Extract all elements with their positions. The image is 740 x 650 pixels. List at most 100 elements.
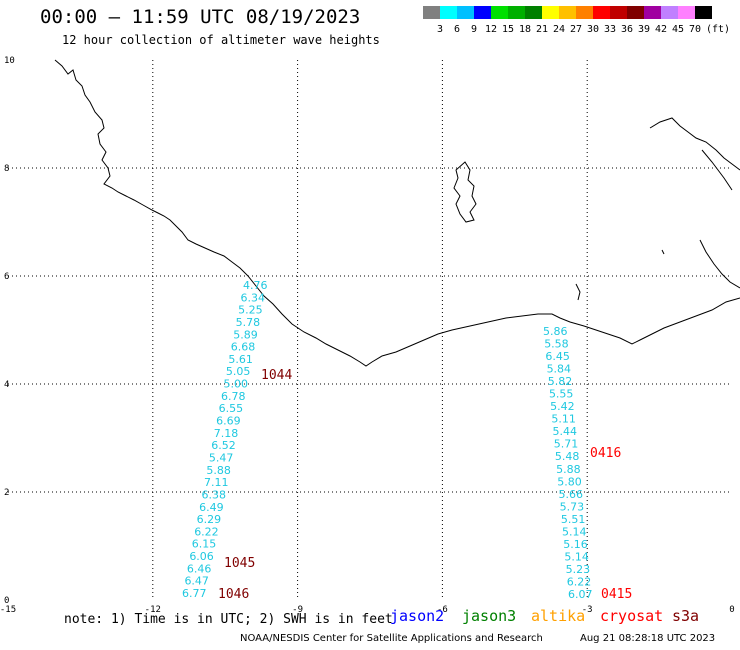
swh-value: 5.88	[206, 464, 231, 477]
legend-label: 18	[518, 24, 532, 35]
swh-value: 5.51	[561, 513, 586, 526]
units-note: note: 1) Time is in UTC; 2) SWH is in fe…	[64, 612, 393, 627]
legend-label: (ft)	[705, 24, 731, 35]
swh-value: 5.47	[209, 451, 234, 464]
map-grid: -15 -12 -9 -6 -3 0 10 8 6 4 2 0	[0, 56, 735, 615]
swh-value: 6.77	[182, 587, 207, 600]
swh-value: 5.14	[564, 550, 589, 563]
y-tick-label: 8	[4, 164, 9, 174]
swh-value: 5.44	[553, 425, 578, 438]
swh-value: 6.45	[545, 350, 570, 363]
x-tick-label: -15	[0, 605, 16, 615]
swh-value: 5.66	[558, 488, 583, 501]
legend-swatch	[627, 6, 644, 19]
swh-value: 5.73	[560, 500, 585, 513]
legend-swatch	[457, 6, 474, 19]
x-tick-label: 0	[729, 605, 734, 615]
swh-value: 6.68	[231, 341, 256, 354]
satellite-jason2: jason2	[390, 607, 445, 625]
swh-value: 6.38	[202, 488, 227, 501]
swh-value: 6.34	[241, 291, 266, 304]
legend-label: 21	[535, 24, 549, 35]
credit-text: NOAA/NESDIS Center for Satellite Applica…	[240, 633, 543, 644]
y-tick-label: 6	[4, 272, 9, 282]
swh-value: 5.82	[548, 375, 573, 388]
legend-swatch	[542, 6, 559, 19]
swh-value: 5.88	[556, 463, 581, 476]
swh-value: 7.18	[214, 427, 239, 440]
x-tick-label: -9	[292, 605, 303, 615]
swh-value: 6.07	[568, 588, 593, 601]
swh-value: 6.06	[189, 550, 214, 563]
legend-label: 12	[484, 24, 498, 35]
legend-label: 45	[671, 24, 685, 35]
swh-value: 5.05	[226, 365, 251, 378]
legend-label: 3	[436, 24, 444, 35]
satellite-s3a: s3a	[672, 607, 700, 625]
legend-swatch	[474, 6, 491, 19]
legend-swatch	[508, 6, 525, 19]
swh-value: 5.61	[228, 353, 253, 366]
legend-swatch	[593, 6, 610, 19]
legend-swatch	[661, 6, 678, 19]
legend-swatch	[644, 6, 661, 19]
river-small	[575, 249, 665, 301]
y-tick-label: 10	[4, 56, 15, 66]
swh-value: 5.11	[551, 413, 576, 426]
river-niger-delta	[649, 117, 740, 289]
swh-value: 7.11	[204, 476, 229, 489]
legend-swatch	[440, 6, 457, 19]
swh-value: 5.16	[563, 538, 588, 551]
swh-value: 5.84	[547, 363, 572, 376]
map-title: 00:00 – 11:59 UTC 08/19/2023	[40, 6, 361, 28]
legend-label: 9	[470, 24, 478, 35]
swh-value: 6.22	[194, 525, 219, 538]
map-subtitle: 12 hour collection of altimeter wave hei…	[62, 33, 380, 47]
swh-value: 5.80	[557, 475, 582, 488]
swh-value: 5.00	[223, 378, 248, 391]
legend-label: 39	[637, 24, 651, 35]
swh-value: 6.22	[567, 575, 592, 588]
swh-value: 5.42	[550, 400, 575, 413]
swh-value: 5.48	[555, 450, 580, 463]
legend-label: 6	[453, 24, 461, 35]
x-tick-label: -6	[437, 605, 448, 615]
swh-value: 6.46	[187, 562, 212, 575]
coastline-africa	[54, 59, 740, 367]
satellite-cryosat: cryosat	[600, 607, 664, 625]
legend-swatch	[491, 6, 508, 19]
swh-value: 5.14	[562, 525, 587, 538]
x-tick-label: -12	[145, 605, 161, 615]
swh-value: 6.69	[216, 415, 241, 428]
legend-label: 24	[552, 24, 566, 35]
swh-value: 6.47	[184, 575, 209, 588]
legend-swatch	[525, 6, 542, 19]
legend-label: 33	[603, 24, 617, 35]
map-frame	[8, 60, 732, 600]
swh-value: 5.71	[554, 438, 579, 451]
swh-value: 5.55	[549, 388, 574, 401]
swh-value: 6.15	[192, 538, 217, 551]
legend-swatch	[695, 6, 712, 19]
pass-time-label: 1045	[224, 556, 255, 571]
altimeter-tracks: 4.766.345.255.785.896.685.615.055.006.78…	[182, 279, 632, 602]
y-tick-label: 2	[4, 488, 9, 498]
swh-value: 5.25	[238, 304, 263, 317]
legend-label: 70	[688, 24, 702, 35]
legend-swatch	[678, 6, 695, 19]
coastline	[54, 59, 740, 367]
swh-value: 5.58	[544, 338, 569, 351]
legend-swatch	[610, 6, 627, 19]
generated-timestamp: Aug 21 08:28:18 UTC 2023	[580, 633, 716, 644]
swh-value: 5.89	[233, 328, 257, 341]
x-tick-label: -3	[582, 605, 593, 615]
swh-value: 4.76	[243, 279, 268, 292]
satellite-altika: altika	[531, 607, 586, 625]
swh-value: 5.78	[236, 316, 261, 329]
swh-value: 6.49	[199, 501, 224, 514]
swh-value: 5.23	[566, 563, 591, 576]
pass-time-label: 0416	[590, 446, 621, 461]
legend-label: 27	[569, 24, 583, 35]
pass-time-label: 1046	[218, 587, 249, 602]
